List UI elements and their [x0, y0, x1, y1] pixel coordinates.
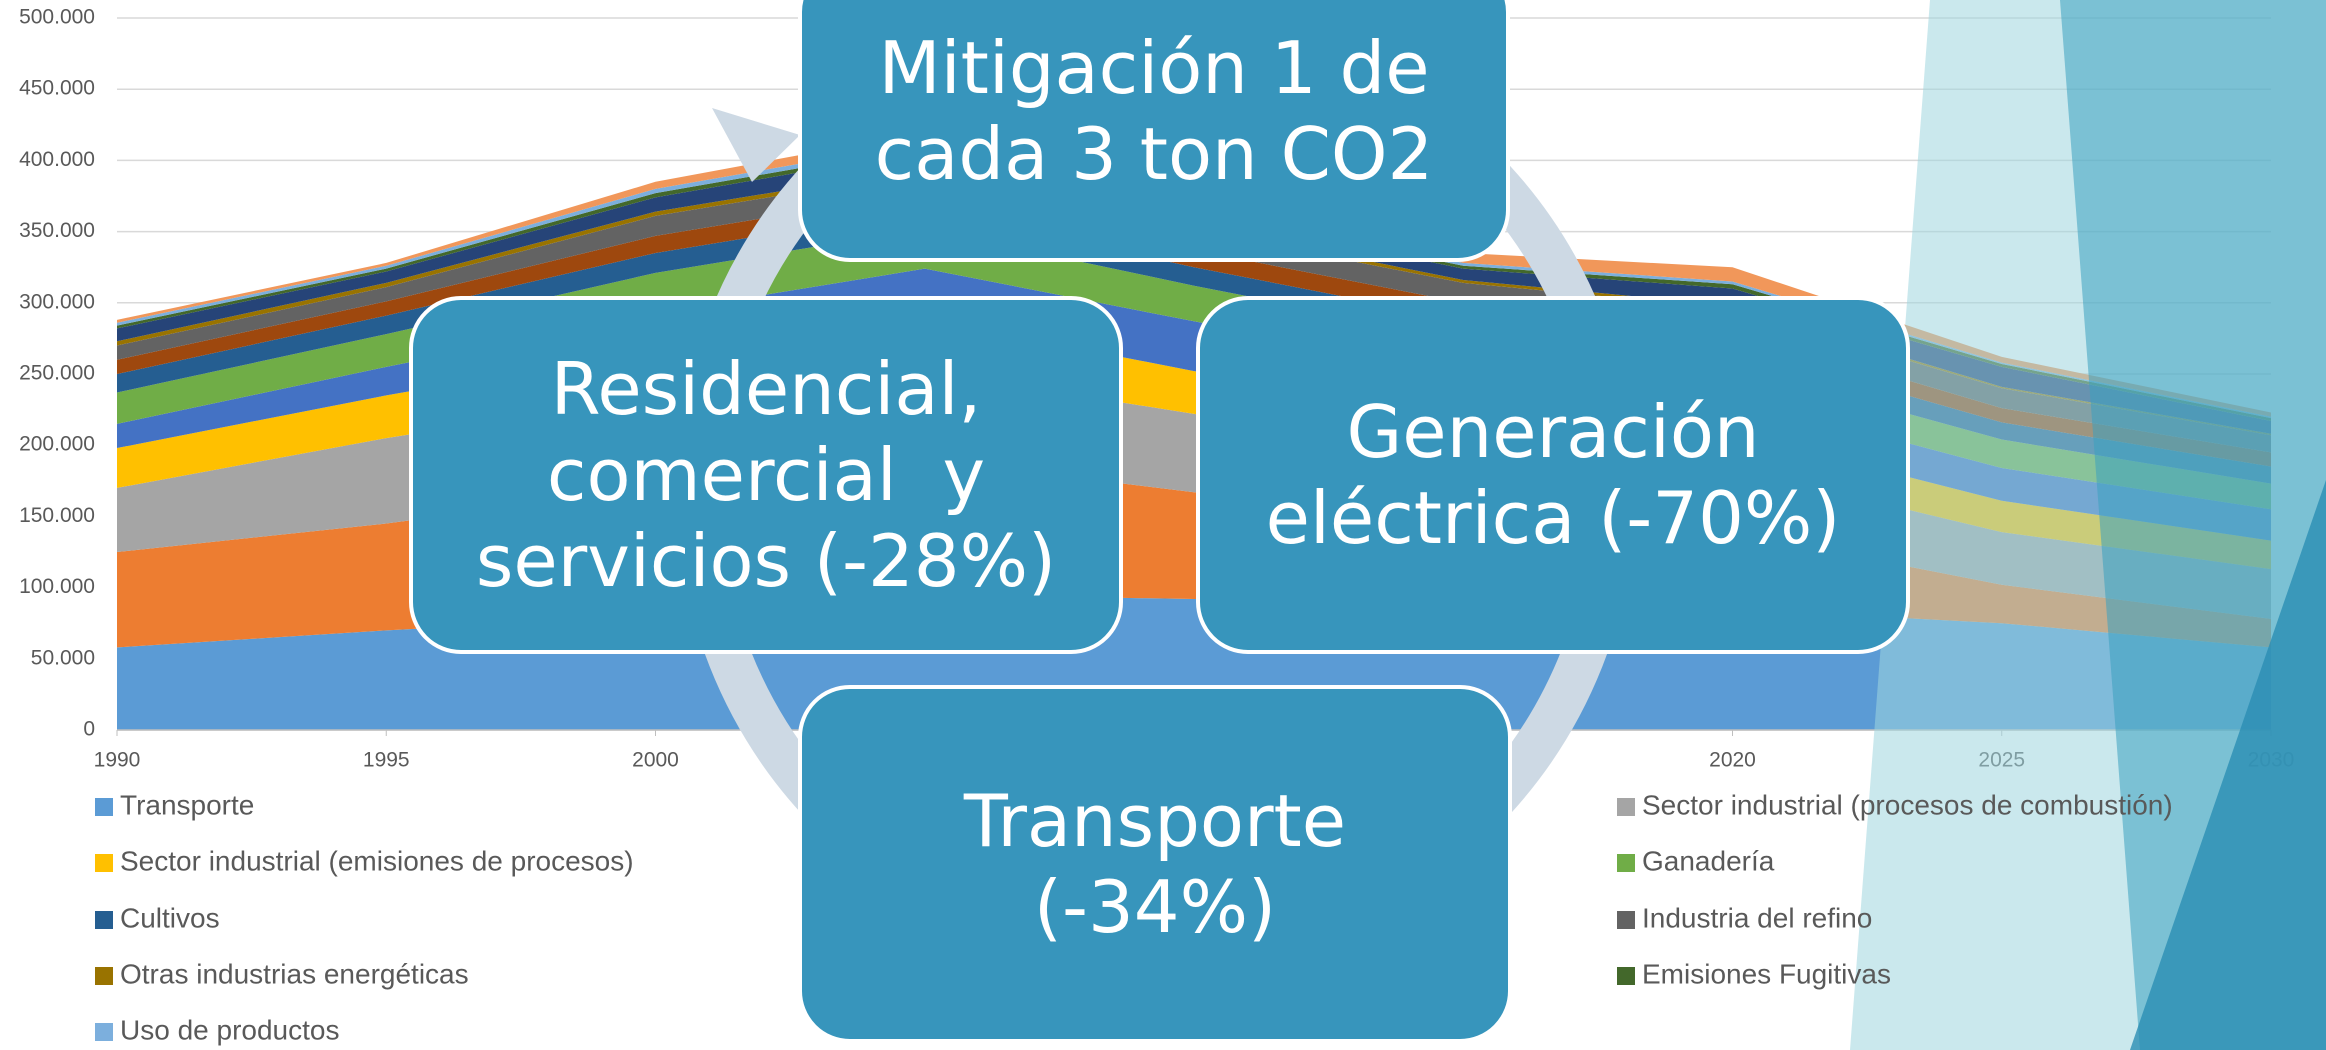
- legend-swatch: [95, 1023, 113, 1041]
- legend-label: Sector industrial (procesos de combustió…: [1642, 789, 2173, 820]
- y-tick-label: 250.000: [19, 362, 95, 385]
- decoration: [676, 0, 2326, 1050]
- x-tick-label: 2020: [1709, 749, 1756, 772]
- diagram-title-box: Mitigación 1 de cada 3 ton CO2: [798, 0, 1510, 262]
- node-box: Transporte (-34%): [798, 685, 1512, 1043]
- node-box: Residencial, comercial y servicios (-28%…: [409, 296, 1123, 654]
- y-tick-label: 450.000: [19, 77, 95, 100]
- legend-swatch: [1617, 967, 1635, 985]
- legend-label: Otras industrias energéticas: [120, 958, 469, 989]
- legend-label: Ganadería: [1642, 845, 1775, 876]
- y-tick-label: 400.000: [19, 148, 95, 171]
- y-tick-label: 150.000: [19, 504, 95, 527]
- legend-swatch: [95, 967, 113, 985]
- y-tick-label: 0: [83, 718, 95, 741]
- legend-swatch: [95, 798, 113, 816]
- legend-swatch: [1617, 798, 1635, 816]
- legend-label: Uso de productos: [120, 1014, 339, 1045]
- legend-swatch: [95, 854, 113, 872]
- cycle-arrow: [712, 108, 800, 182]
- legend-swatch: [1617, 911, 1635, 929]
- x-tick-label: 1990: [94, 749, 141, 772]
- y-tick-label: 200.000: [19, 433, 95, 456]
- legend-swatch: [1617, 854, 1635, 872]
- diagram-title: Mitigación 1 de cada 3 ton CO2: [874, 26, 1453, 196]
- legend-label: Cultivos: [120, 902, 220, 933]
- y-tick-label: 300.000: [19, 290, 95, 313]
- node-label: Generación eléctrica (-70%): [1265, 390, 1841, 560]
- legend-label: Transporte: [120, 789, 254, 820]
- x-tick-label: 2000: [632, 749, 679, 772]
- y-tick-label: 50.000: [31, 646, 95, 669]
- node-label: Transporte (-34%): [963, 779, 1369, 949]
- legend-label: Industria del refino: [1642, 902, 1872, 933]
- deco-shape: [2130, 480, 2326, 1050]
- legend-label: Sector industrial (emisiones de procesos…: [120, 845, 634, 876]
- node-box: Generación eléctrica (-70%): [1196, 296, 1910, 654]
- node-label: Residencial, comercial y servicios (-28%…: [475, 347, 1057, 603]
- y-tick-label: 100.000: [19, 575, 95, 598]
- legend-label: Emisiones Fugitivas: [1642, 958, 1891, 989]
- x-tick-label: 1995: [363, 749, 410, 772]
- legend-swatch: [95, 911, 113, 929]
- y-tick-label: 350.000: [19, 219, 95, 242]
- y-tick-label: 500.000: [19, 6, 95, 29]
- legend: Transporte Sector industrial (procesos de…: [95, 789, 2173, 1045]
